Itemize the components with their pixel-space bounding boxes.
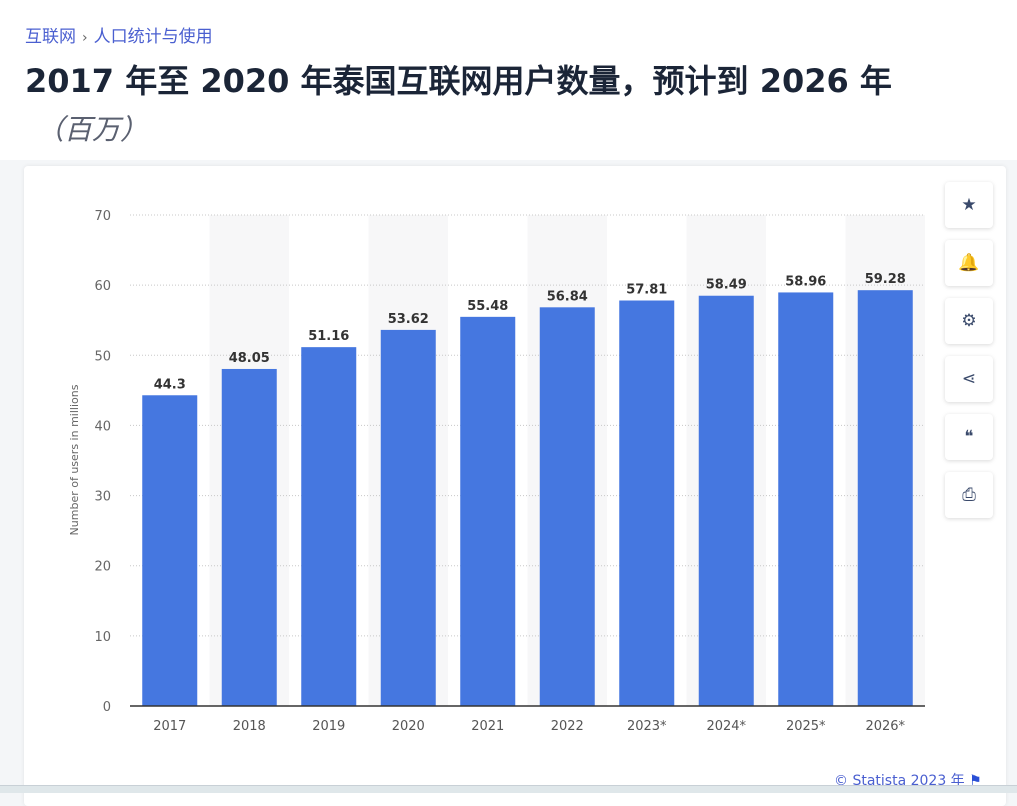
y-axis-label: Number of users in millions — [68, 384, 81, 535]
x-tick-label: 2026* — [865, 719, 905, 734]
y-tick-label: 50 — [94, 349, 111, 364]
x-tick-label: 2022 — [551, 719, 584, 734]
bottom-bar — [0, 785, 1017, 793]
star-icon[interactable]: ★ — [945, 182, 993, 228]
data-label: 58.96 — [785, 274, 826, 289]
bar — [380, 329, 436, 706]
x-tick-label: 2025* — [786, 719, 826, 734]
x-tick-label: 2019 — [312, 719, 345, 734]
y-tick-label: 70 — [94, 209, 111, 224]
data-label: 55.48 — [467, 299, 508, 314]
header-area: 互联网 › 人口统计与使用 2017 年至 2020 年泰国互联网用户数量，预计到 … — [0, 0, 1017, 160]
y-tick-label: 10 — [94, 630, 111, 645]
x-tick-label: 2018 — [233, 719, 266, 734]
y-tick-label: 20 — [94, 560, 111, 575]
data-label: 51.16 — [308, 329, 349, 344]
data-label: 44.3 — [154, 377, 186, 392]
toolbar: ★ 🔔 ⚙ ⋖ ❝ ⎙ — [945, 182, 993, 530]
bar — [539, 307, 595, 706]
y-tick-label: 0 — [103, 700, 111, 715]
bar — [698, 295, 754, 706]
bar — [301, 347, 357, 706]
x-tick-label: 2017 — [153, 719, 186, 734]
y-tick-label: 40 — [94, 419, 111, 434]
quote-icon[interactable]: ❝ — [945, 414, 993, 460]
y-tick-label: 60 — [94, 279, 111, 294]
gear-icon[interactable]: ⚙ — [945, 298, 993, 344]
x-tick-label: 2023* — [627, 719, 667, 734]
breadcrumb-separator: › — [82, 30, 88, 46]
bar — [857, 290, 913, 706]
bar — [778, 292, 834, 706]
page-subtitle: （百万） — [36, 113, 149, 146]
x-tick-label: 2021 — [471, 719, 504, 734]
breadcrumb: 互联网 › 人口统计与使用 — [25, 22, 213, 47]
y-tick-label: 30 — [94, 490, 111, 505]
bell-icon[interactable]: 🔔 — [945, 240, 993, 286]
bar — [221, 368, 277, 706]
data-label: 56.84 — [547, 289, 588, 304]
x-tick-label: 2024* — [706, 719, 746, 734]
data-label: 57.81 — [626, 283, 667, 298]
share-icon[interactable]: ⋖ — [945, 356, 993, 402]
data-label: 58.49 — [706, 278, 747, 293]
breadcrumb-demographics[interactable]: 人口统计与使用 — [93, 27, 213, 47]
x-tick-label: 2020 — [392, 719, 425, 734]
data-label: 53.62 — [388, 312, 429, 327]
breadcrumb-internet[interactable]: 互联网 — [25, 27, 76, 47]
page-title: 2017 年至 2020 年泰国互联网用户数量，预计到 2026 年 — [25, 62, 892, 100]
print-icon[interactable]: ⎙ — [945, 472, 993, 518]
bar — [460, 316, 516, 706]
data-label: 48.05 — [229, 351, 270, 366]
data-label: 59.28 — [865, 272, 906, 287]
bar — [619, 300, 675, 706]
bar — [142, 395, 198, 706]
